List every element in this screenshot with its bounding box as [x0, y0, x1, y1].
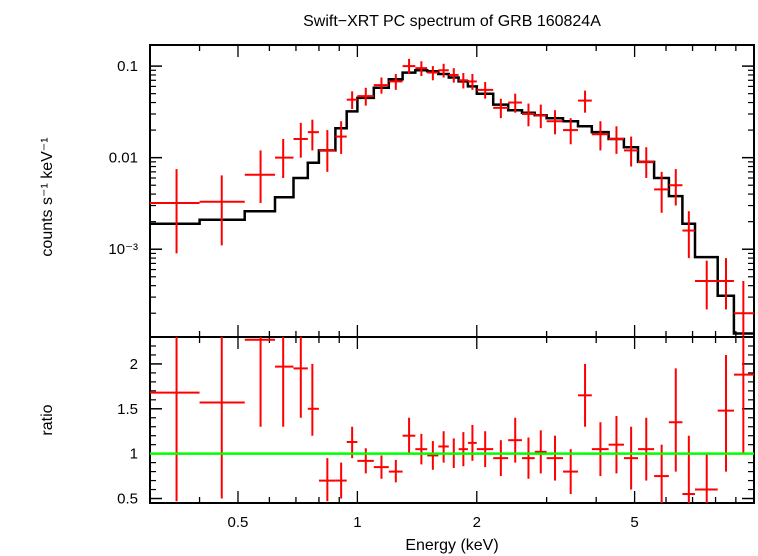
- data-point: [563, 449, 579, 495]
- data-point: [682, 211, 696, 259]
- data-point: [335, 121, 347, 154]
- ratio-panel: 0.5 1 1.5 2 ratio: [39, 336, 755, 508]
- ratio-y-axis-label: ratio: [39, 404, 56, 435]
- data-point: [521, 437, 535, 479]
- data-point: [563, 118, 579, 145]
- data-point: [346, 91, 358, 109]
- data-point: [448, 68, 459, 83]
- spectrum-data-points: [150, 58, 754, 337]
- x-tick-label: 0.5: [228, 514, 249, 531]
- data-point: [534, 430, 547, 474]
- x-tick-label: 5: [630, 514, 638, 531]
- x-tick-label: 2: [473, 514, 481, 531]
- ratio-y-ticks: 0.5 1 1.5 2: [117, 336, 754, 508]
- ratio-data-points: [150, 337, 754, 503]
- data-point: [591, 121, 609, 151]
- data-point: [427, 66, 439, 81]
- data-point: [733, 280, 754, 337]
- data-point: [695, 260, 718, 310]
- data-point: [199, 337, 245, 499]
- data-point: [357, 448, 374, 474]
- data-point: [402, 58, 416, 74]
- spectrum-y-axis-label: counts s⁻¹ keV⁻¹: [39, 137, 56, 256]
- data-point: [438, 63, 449, 78]
- data-point: [578, 363, 592, 427]
- data-point: [388, 73, 403, 90]
- data-point: [244, 337, 276, 427]
- data-point: [493, 98, 509, 119]
- data-point: [318, 130, 336, 172]
- data-point: [467, 73, 477, 90]
- y-tick-label: 0.01: [109, 150, 138, 167]
- y-tick-label: 1.5: [117, 401, 138, 418]
- spectrum-panel-frame: [149, 44, 755, 338]
- spectrum-x-ticks: [149, 45, 755, 337]
- data-point: [682, 435, 696, 503]
- spectrum-y-ticks: 0.1 0.01 10⁻³: [108, 58, 754, 314]
- data-point: [458, 73, 468, 89]
- data-point: [608, 126, 624, 154]
- data-point: [150, 169, 200, 254]
- ratio-x-ticks: [149, 337, 755, 503]
- data-point: [578, 90, 592, 113]
- data-point: [668, 368, 683, 472]
- data-point: [199, 175, 245, 246]
- x-tick-labels: 0.5 1 2 5: [228, 514, 639, 531]
- data-point: [427, 441, 439, 470]
- x-tick-label: 1: [353, 514, 361, 531]
- data-point: [591, 422, 609, 477]
- data-point: [717, 258, 734, 310]
- data-point: [307, 119, 319, 151]
- data-point: [244, 150, 276, 203]
- data-point: [623, 136, 639, 167]
- data-point: [318, 458, 336, 502]
- data-point: [733, 337, 754, 454]
- data-point: [493, 440, 509, 477]
- y-tick-label: 10⁻³: [108, 241, 138, 258]
- data-point: [458, 432, 468, 467]
- data-point: [695, 453, 718, 503]
- data-point: [415, 61, 428, 76]
- data-point: [717, 354, 734, 472]
- y-tick-label: 0.5: [117, 491, 138, 508]
- data-point: [508, 93, 522, 113]
- data-point: [275, 337, 294, 427]
- data-point: [402, 417, 416, 454]
- data-point: [373, 455, 389, 479]
- y-tick-label: 2: [130, 356, 138, 373]
- data-point: [668, 169, 683, 206]
- data-point: [335, 462, 347, 499]
- data-point: [521, 103, 535, 127]
- data-point: [293, 337, 308, 418]
- data-point: [357, 87, 374, 106]
- y-tick-label: 1: [130, 446, 138, 463]
- data-point: [608, 415, 624, 474]
- chart-title: Swift−XRT PC spectrum of GRB 160824A: [303, 13, 601, 30]
- y-tick-label: 0.1: [117, 58, 138, 75]
- data-point: [150, 337, 200, 502]
- data-point: [275, 138, 294, 178]
- data-point: [623, 426, 639, 490]
- data-point: [638, 147, 655, 178]
- data-point: [438, 431, 449, 463]
- data-point: [476, 431, 494, 468]
- data-point: [388, 459, 403, 483]
- ratio-panel-frame: [149, 336, 755, 504]
- spectrum-panel: 0.1 0.01 10⁻³ counts s⁻¹ keV⁻¹: [39, 44, 755, 338]
- data-point: [546, 110, 564, 135]
- data-point: [476, 82, 494, 99]
- data-point: [307, 363, 319, 436]
- data-point: [546, 435, 564, 481]
- x-axis-label: Energy (keV): [405, 537, 498, 554]
- data-point: [534, 104, 547, 129]
- data-point: [638, 417, 655, 481]
- data-point: [654, 171, 669, 213]
- data-point: [508, 417, 522, 463]
- data-point: [415, 433, 428, 465]
- data-point: [373, 77, 389, 94]
- data-point: [467, 424, 477, 461]
- data-point: [293, 122, 308, 158]
